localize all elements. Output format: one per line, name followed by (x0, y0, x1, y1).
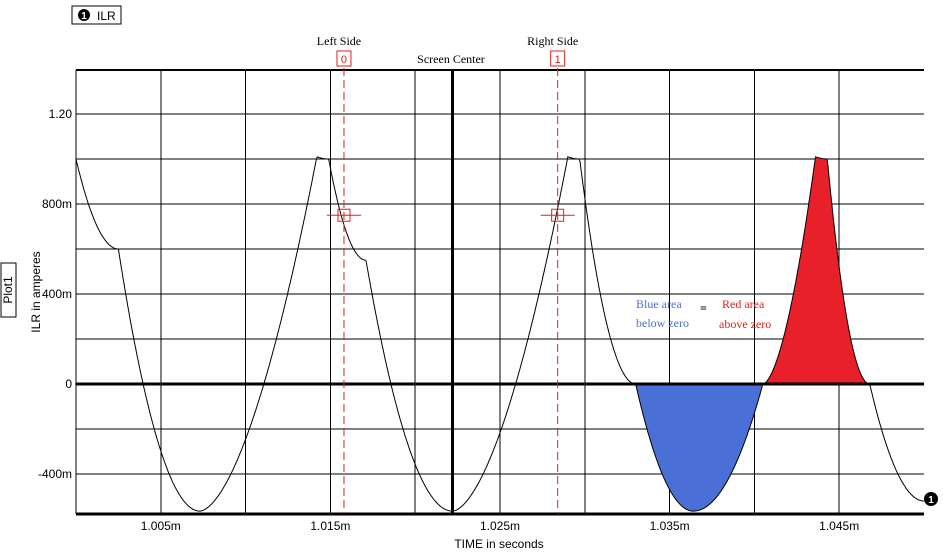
tick-labels: 1.20 800m 400m 0 -400m 1.005m 1.015m 1.025m 1.03… (38, 107, 859, 533)
cursor-1[interactable]: 1 Right Side (527, 34, 578, 514)
end-marker: 1 (924, 492, 938, 506)
cursor-label: Left Side (317, 34, 361, 48)
plot-tag-label: Plot1 (1, 276, 15, 304)
y-tick-label: 0 (65, 377, 72, 391)
legend-label: ILR (97, 9, 116, 23)
x-tick-label: 1.025m (480, 519, 520, 533)
y-axis-title: ILR in amperes (29, 251, 43, 332)
x-tick-label: 1.035m (650, 519, 690, 533)
axes (75, 69, 924, 516)
x-tick-label: 1.015m (310, 519, 350, 533)
series-ilr (75, 156, 924, 512)
y-tick-label: 400m (42, 287, 72, 301)
shaded-region (635, 384, 763, 512)
y-tick-label: 800m (42, 197, 72, 211)
cursors: 0 Left Side 1 Right Side (317, 34, 578, 514)
shaded-region (762, 157, 870, 384)
cursor-index-box (336, 50, 352, 67)
end-marker-icon (924, 492, 938, 506)
x-axis-title: TIME in seconds (454, 537, 543, 551)
legend-marker-number: 1 (81, 11, 87, 22)
blue-area-label-1: Blue area (636, 297, 682, 311)
cursor-0[interactable]: 0 Left Side (317, 34, 361, 514)
cursor-index-label: 1 (555, 54, 561, 66)
grid (76, 70, 924, 514)
x-tick-label: 1.045m (819, 519, 859, 533)
red-area-label-1: Red area (722, 297, 765, 311)
series-line (75, 156, 924, 512)
red-area-label-2: above zero (719, 317, 771, 331)
blue-area-label-2: below zero (636, 316, 689, 330)
screen-center-label: Screen Center (417, 52, 485, 66)
y-tick-label: 1.20 (49, 107, 73, 121)
legend-marker-icon (78, 9, 90, 21)
cursor-index-label: 0 (341, 54, 347, 66)
cursor-index-box (550, 50, 566, 67)
shaded-areas (635, 157, 870, 512)
plot-tag[interactable]: Plot1 (0, 262, 17, 318)
legend[interactable]: 1 ILR (71, 5, 122, 25)
cursor-label: Right Side (527, 34, 578, 48)
x-tick-label: 1.005m (141, 519, 181, 533)
y-tick-label: -400m (38, 467, 72, 481)
equals-label: = (700, 301, 707, 315)
end-marker-number: 1 (928, 495, 934, 506)
